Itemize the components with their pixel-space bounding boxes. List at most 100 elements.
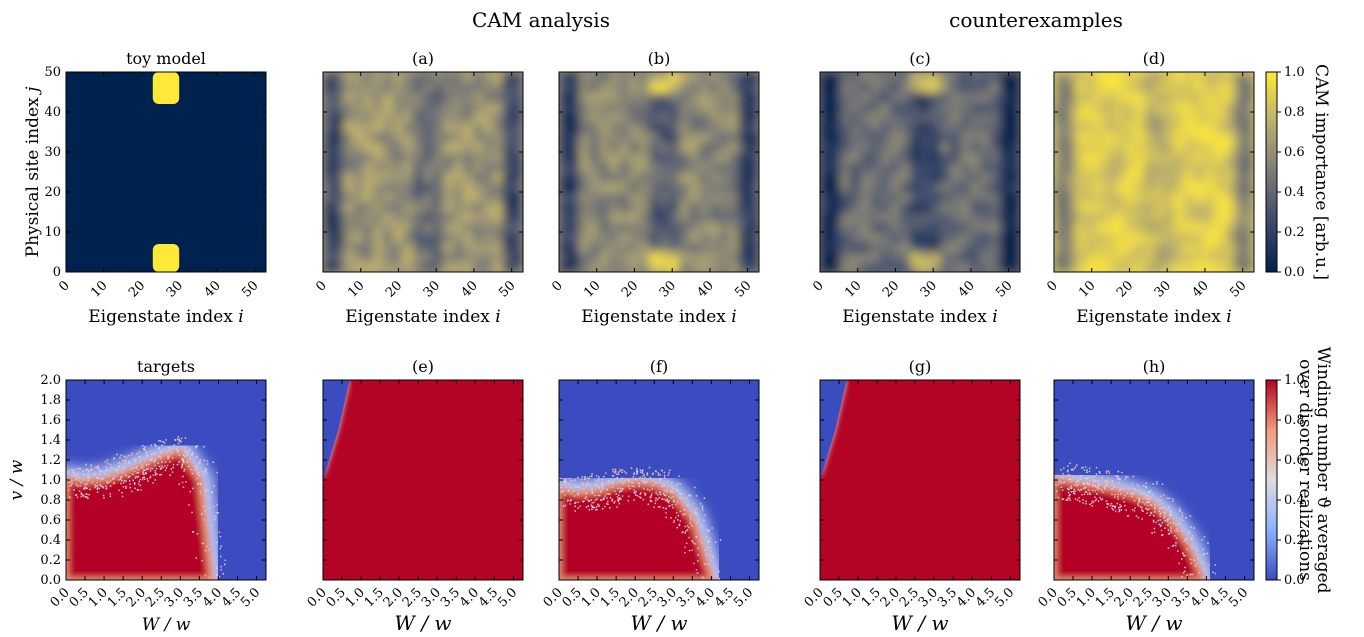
heat-cell [353, 132, 364, 143]
heat-cell [493, 252, 504, 263]
noise-dot [1143, 492, 1146, 495]
noise-dot [149, 476, 151, 479]
heat-cell [1114, 262, 1125, 272]
heat-cell [940, 202, 951, 213]
heat-cell [930, 212, 941, 223]
noise-dot [700, 584, 702, 586]
y-axis-label: Physical site index j [23, 86, 43, 257]
heat-cell [1064, 162, 1075, 173]
heat-cell [910, 182, 921, 193]
heat-cell [840, 182, 851, 193]
noise-dot [591, 508, 593, 511]
noise-dot [1157, 504, 1160, 506]
heat-cell [649, 182, 660, 193]
heat-cell [373, 252, 384, 263]
heat-cell [1224, 212, 1235, 223]
heat-cell [990, 112, 1001, 123]
noise-dot [1070, 485, 1073, 488]
noise-dot [633, 489, 635, 491]
heat-cell [1114, 242, 1125, 253]
heatmap-b [559, 72, 759, 272]
heat-cell [970, 252, 981, 263]
heat-cell [890, 192, 901, 203]
noise-dot [115, 469, 118, 472]
heat-cell [1214, 92, 1225, 103]
heat-cell [1124, 262, 1135, 272]
heat-cell [1154, 72, 1165, 83]
heat-cell [589, 92, 600, 103]
noise-dot [84, 496, 87, 498]
noise-dot [1109, 504, 1112, 507]
noise-dot [1070, 487, 1073, 489]
heat-cell [1224, 132, 1235, 143]
noise-dot [641, 470, 643, 473]
noise-dot [546, 505, 548, 507]
x-tick-label: 30 [421, 278, 443, 300]
noise-dot [1095, 485, 1097, 488]
heat-cell [1154, 132, 1165, 143]
noise-dot [665, 516, 667, 519]
noise-dot [684, 525, 686, 528]
noise-dot [655, 482, 657, 484]
panel-title-f: (f) [650, 357, 668, 376]
heat-cell [599, 92, 610, 103]
noise-dot [693, 502, 695, 505]
heat-cell [830, 112, 841, 123]
heat-cell [363, 242, 374, 253]
noise-dot [204, 581, 206, 583]
heat-cell [1184, 132, 1195, 143]
heat-cell [890, 222, 901, 233]
noise-dot [569, 503, 571, 505]
heat-cell [1204, 182, 1215, 193]
heat-cell [1234, 142, 1245, 153]
noise-dot [1066, 470, 1069, 473]
x-axis-label: W / w [891, 611, 948, 635]
noise-dot [1091, 500, 1094, 502]
noise-dot [102, 494, 105, 497]
noise-dot [1144, 496, 1146, 499]
noise-dot [1060, 469, 1062, 471]
heat-cell [1164, 162, 1175, 173]
heat-cell [840, 92, 851, 103]
heat-cell [1234, 262, 1245, 272]
noise-dot [118, 489, 120, 492]
y-tick-label: 0 [53, 265, 61, 280]
noise-dot [137, 469, 140, 471]
heat-cell [669, 122, 680, 133]
colorbar-tick-label: 0.6 [1284, 453, 1305, 468]
heat-cell [870, 222, 881, 233]
heat-cell [599, 242, 610, 253]
noise-dot [575, 486, 577, 488]
heat-cell [1094, 162, 1105, 173]
heat-cell [900, 262, 911, 272]
heat-cell [699, 92, 710, 103]
noise-dot [1174, 529, 1176, 532]
heat-cell [659, 172, 670, 183]
heat-cell [870, 262, 881, 272]
noise-dot [596, 485, 598, 488]
noise-dot [132, 473, 134, 476]
noise-dot [605, 503, 608, 505]
heat-cell [1174, 152, 1185, 163]
noise-dot [627, 499, 630, 502]
noise-dot [1187, 584, 1189, 586]
heat-cell [433, 122, 444, 133]
heat-cell [689, 172, 700, 183]
noise-dot [191, 472, 194, 475]
noise-dot [81, 493, 84, 496]
noise-dot [71, 482, 73, 485]
heat-cell [860, 222, 871, 233]
heat-cell [493, 112, 504, 123]
heat-cell [599, 172, 610, 183]
noise-dot [644, 492, 647, 495]
noise-dot [122, 486, 125, 488]
noise-dot [139, 484, 142, 487]
noise-dot [165, 467, 168, 469]
heat-cell [1224, 252, 1235, 263]
noise-dot [682, 513, 684, 516]
y-tick-label: 0.8 [40, 493, 61, 508]
heat-cell [840, 172, 851, 183]
noise-dot [602, 484, 604, 487]
noise-dot [1170, 528, 1172, 530]
